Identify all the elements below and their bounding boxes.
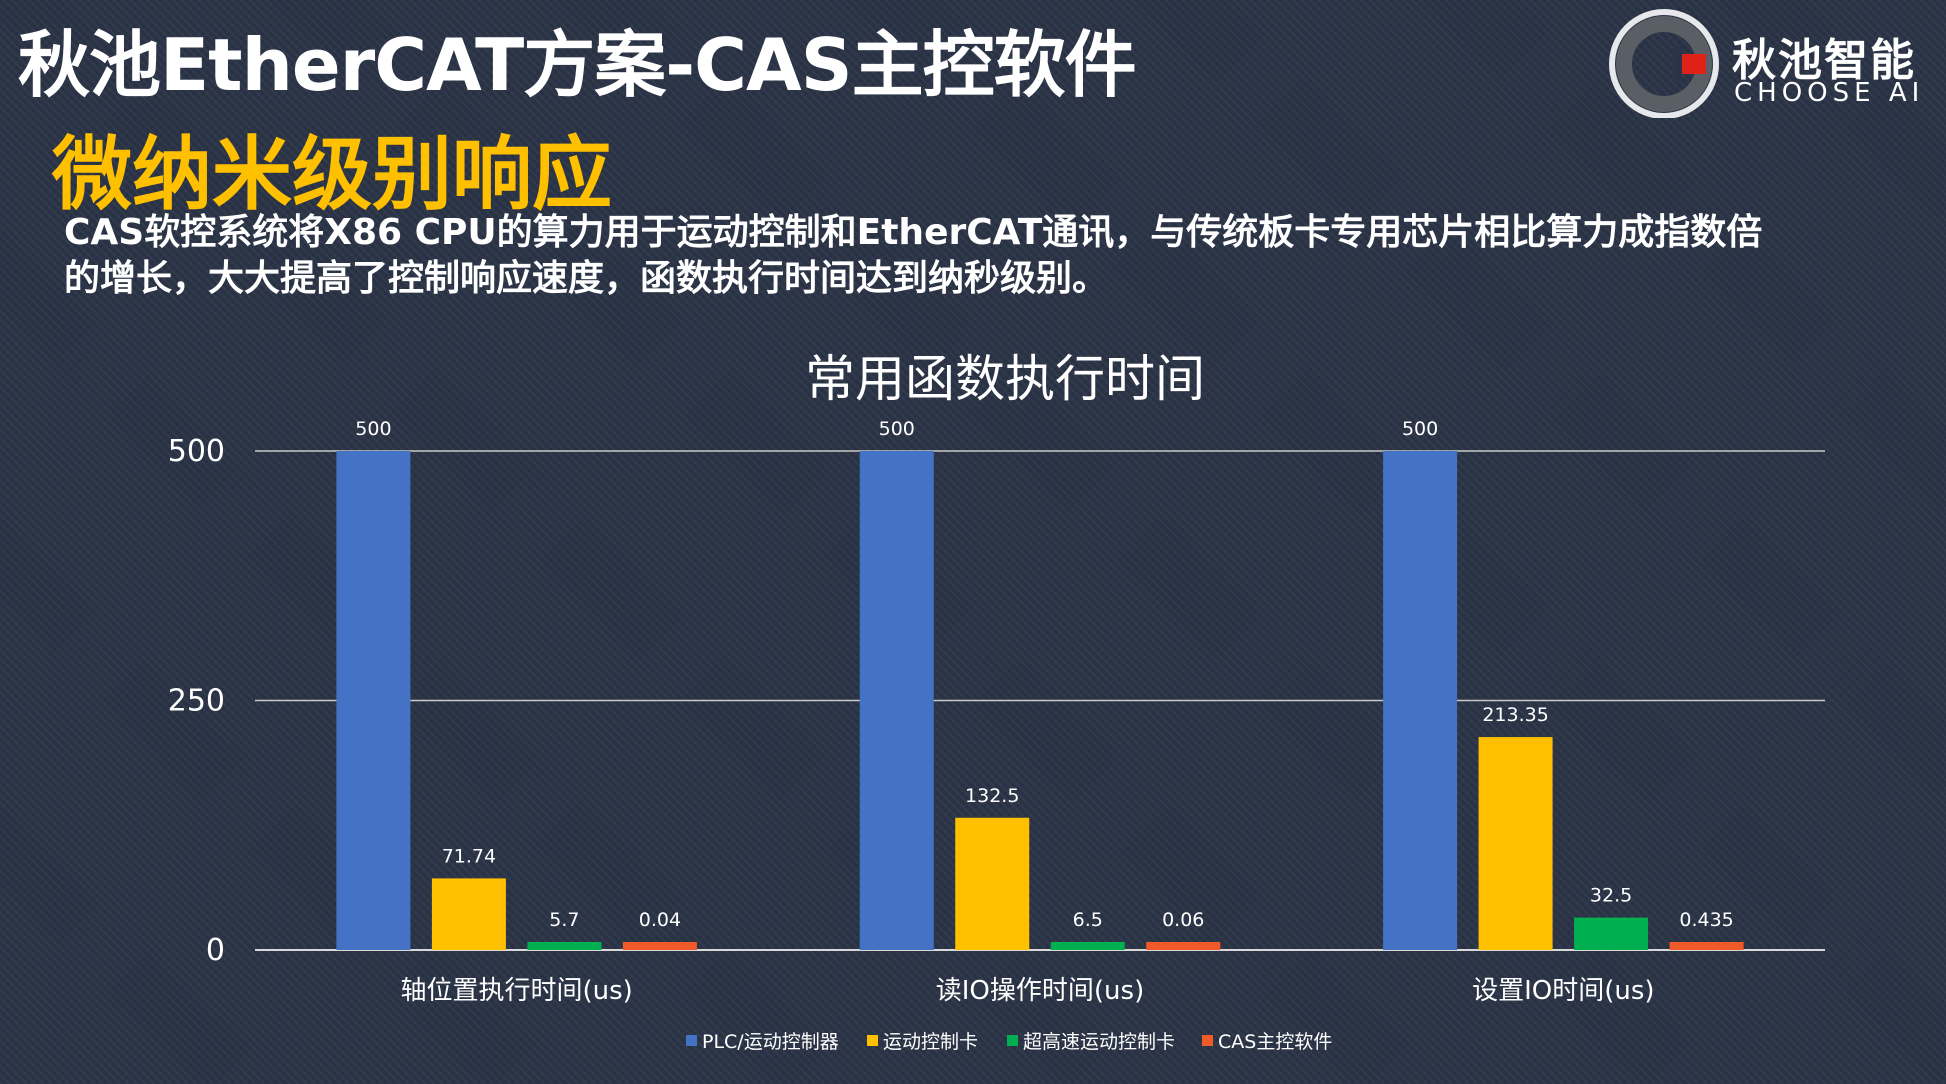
- bar: [1383, 451, 1458, 950]
- bar: [1146, 942, 1221, 950]
- chart-gridlines: [255, 450, 1825, 951]
- bar: [955, 817, 1030, 950]
- data-label: 213.35: [1482, 704, 1548, 726]
- logo-name-cn: 秋池智能: [1732, 35, 1916, 86]
- data-label: 500: [879, 418, 915, 440]
- legend-swatch: [686, 1035, 697, 1046]
- logo-ring-icon: [1609, 9, 1719, 119]
- data-label: 0.435: [1679, 909, 1733, 931]
- data-label: 0.04: [639, 909, 681, 931]
- bar: [1669, 942, 1744, 950]
- logo-name-en: CHOOSE AI: [1734, 78, 1925, 108]
- y-axis-ticks: 0 250 500: [168, 434, 225, 968]
- chart-title: 常用函数执行时间: [805, 350, 1205, 408]
- legend-swatch: [1202, 1035, 1213, 1046]
- bar: [622, 942, 697, 950]
- data-label: 6.5: [1073, 909, 1103, 931]
- x-category-label: 轴位置执行时间(us): [401, 976, 633, 1006]
- data-label: 500: [355, 418, 391, 440]
- bar: [1050, 942, 1125, 950]
- chart-legend: PLC/运动控制器 运动控制卡 超高速运动控制卡 CAS主控软件: [686, 1031, 1332, 1053]
- bar: [336, 451, 411, 950]
- legend-swatch: [1007, 1035, 1018, 1046]
- data-label: 32.5: [1590, 885, 1632, 907]
- data-label: 5.7: [549, 909, 579, 931]
- x-category-label: 读IO操作时间(us): [936, 976, 1144, 1006]
- legend-swatch: [867, 1035, 878, 1046]
- y-tick-label: 0: [206, 933, 225, 968]
- data-label: 500: [1402, 418, 1438, 440]
- bar: [1574, 917, 1649, 950]
- data-label: 132.5: [965, 785, 1019, 807]
- company-logo: 秋池智能 CHOOSE AI: [1602, 6, 1932, 119]
- chart-bars: [336, 451, 1744, 950]
- y-tick-label: 250: [168, 684, 225, 719]
- legend-label: 超高速运动控制卡: [1023, 1031, 1175, 1053]
- x-category-label: 设置IO时间(us): [1472, 976, 1654, 1006]
- slide-title: 秋池EtherCAT方案-CAS主控软件: [18, 23, 1137, 107]
- legend-label: 运动控制卡: [883, 1031, 978, 1053]
- x-axis-categories: 轴位置执行时间(us) 读IO操作时间(us) 设置IO时间(us): [401, 976, 1655, 1006]
- data-label: 71.74: [442, 845, 496, 867]
- bar: [859, 451, 934, 950]
- slide-description: CAS软控系统将X86 CPU的算力用于运动控制和EtherCAT通讯，与传统板…: [64, 212, 1763, 299]
- section-title: 微纳米级别响应: [52, 128, 612, 221]
- legend-label: CAS主控软件: [1218, 1031, 1332, 1053]
- bar: [1478, 737, 1553, 950]
- bar: [431, 878, 506, 950]
- data-labels: 500 71.74 5.7 0.04 500 132.5 6.5 0.06 500 213.35 3…: [355, 418, 1734, 931]
- y-tick-label: 500: [168, 434, 225, 469]
- bar: [527, 942, 602, 950]
- legend-label: PLC/运动控制器: [702, 1031, 839, 1053]
- data-label: 0.06: [1162, 909, 1204, 931]
